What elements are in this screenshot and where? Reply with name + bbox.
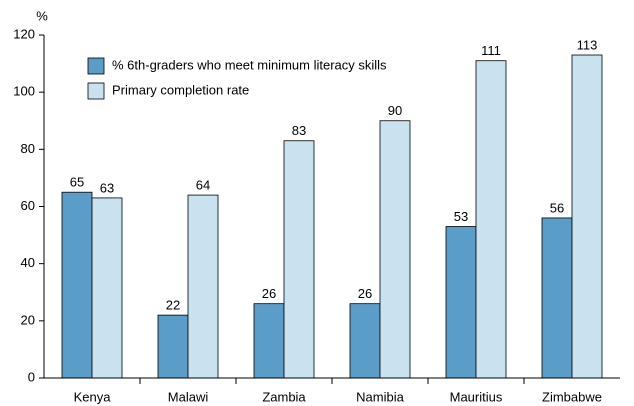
legend-label: % 6th-graders who meet minimum literacy …	[112, 57, 387, 72]
data-label: 83	[292, 123, 306, 138]
bar	[283, 140, 315, 379]
y-tick-label: 60	[21, 198, 35, 213]
x-tick-label: Zimbabwe	[542, 389, 602, 404]
data-label: 111	[481, 43, 501, 58]
data-label: 26	[262, 286, 276, 301]
bar	[541, 217, 573, 379]
y-tick-label: 0	[28, 369, 35, 384]
legend-label: Primary completion rate	[112, 82, 249, 97]
data-label: 63	[100, 180, 114, 195]
legend-swatch	[87, 57, 105, 75]
data-label: 56	[550, 200, 564, 215]
x-tick-label: Mauritius	[450, 389, 503, 404]
data-label: 26	[358, 286, 372, 301]
x-tick-label: Malawi	[168, 389, 209, 404]
x-tick-label: Kenya	[74, 389, 112, 404]
bar	[61, 191, 93, 379]
data-label: 53	[454, 209, 468, 224]
data-label: 113	[577, 37, 598, 52]
y-tick-label: 20	[21, 312, 35, 327]
data-label: 22	[166, 298, 180, 313]
x-tick-label: Zambia	[262, 389, 306, 404]
bar	[91, 197, 123, 379]
y-tick-label: 80	[21, 141, 35, 156]
bar	[157, 314, 189, 379]
bar	[253, 303, 285, 379]
data-label: 65	[70, 175, 84, 190]
bar	[571, 54, 603, 379]
y-tick-label: 120	[13, 26, 35, 41]
y-tick-label: 40	[21, 255, 35, 270]
y-axis-label: %	[36, 8, 48, 23]
bar	[349, 303, 381, 379]
bar	[445, 226, 477, 379]
bar	[475, 60, 507, 379]
bar	[187, 194, 219, 379]
bar	[379, 120, 411, 379]
data-label: 90	[388, 103, 402, 118]
data-label: 64	[196, 178, 210, 193]
x-tick-label: Namibia	[356, 389, 404, 404]
y-tick-label: 100	[13, 84, 35, 99]
legend-swatch	[87, 82, 105, 100]
